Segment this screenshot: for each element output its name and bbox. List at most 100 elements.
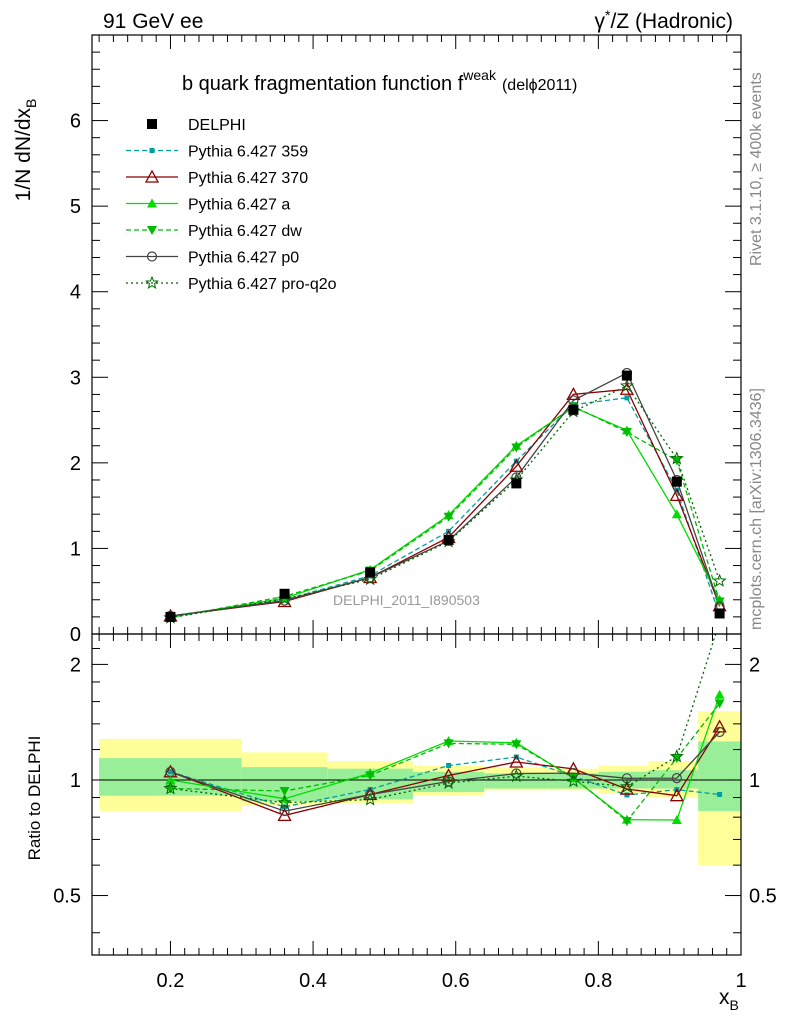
marker-shape bbox=[365, 567, 376, 578]
y-axis-label-sub: B bbox=[23, 99, 39, 108]
marker-shape bbox=[509, 768, 524, 783]
marker-shape bbox=[165, 774, 176, 784]
marker-shape bbox=[511, 740, 522, 750]
series-3-ratio-point bbox=[621, 817, 632, 827]
series-0-ratio-point bbox=[624, 792, 630, 798]
data-point bbox=[714, 608, 725, 619]
marker-shape bbox=[443, 739, 454, 749]
series-5-ratio-point bbox=[163, 781, 178, 795]
series-3-ratio-point bbox=[714, 699, 725, 709]
legend-marker bbox=[145, 275, 159, 290]
ratio-tick-label-right: 1 bbox=[749, 770, 760, 792]
marker-shape bbox=[279, 805, 290, 817]
watermark: DELPHI_2011_I890503 bbox=[333, 592, 480, 608]
chart-title-sup: weak bbox=[462, 67, 497, 83]
marker-shape bbox=[619, 378, 634, 392]
marker-shape bbox=[566, 773, 581, 788]
marker-shape bbox=[147, 226, 157, 235]
series-1-ratio-point bbox=[712, 719, 727, 733]
x-tick-label: 1 bbox=[735, 970, 746, 992]
marker-shape bbox=[566, 387, 581, 401]
marker-shape bbox=[163, 781, 178, 795]
y-tick-label: 3 bbox=[70, 367, 81, 389]
series-3-line bbox=[170, 405, 721, 619]
legend-entry: Pythia 6.427 a bbox=[126, 197, 290, 214]
x-tick-label: 0.4 bbox=[299, 970, 327, 992]
legend-entry: DELPHI bbox=[147, 117, 246, 134]
series-3-point bbox=[443, 512, 454, 522]
marker-shape bbox=[621, 370, 632, 381]
marker-shape bbox=[621, 428, 632, 438]
header-right-sup: * bbox=[605, 7, 611, 23]
marker-shape bbox=[147, 198, 157, 208]
data-point bbox=[279, 588, 290, 599]
marker-shape bbox=[511, 768, 522, 779]
series-1-ratio-line bbox=[170, 726, 721, 817]
marker-shape bbox=[669, 451, 684, 465]
header-left: 91 GeV ee bbox=[103, 10, 203, 33]
marker-shape bbox=[363, 792, 378, 806]
legend-marker bbox=[144, 169, 160, 183]
legend-marker bbox=[146, 251, 158, 262]
header-right-suffix: /Z (Hadronic) bbox=[610, 10, 733, 33]
series-1-line bbox=[170, 388, 721, 617]
series-4-ratio-point bbox=[165, 766, 176, 777]
legend-marker bbox=[149, 148, 155, 153]
ratio-tick-label-right: 2 bbox=[749, 654, 760, 676]
series-4-ratio-point bbox=[621, 773, 632, 784]
series-5-ratio-point bbox=[619, 779, 634, 793]
legend-label: Pythia 6.427 pro-q2o bbox=[188, 276, 337, 293]
marker-shape bbox=[624, 792, 630, 798]
legend-marker bbox=[147, 198, 157, 208]
ratio-y-axis-label: Ratio to DELPHI bbox=[25, 736, 44, 861]
marker-shape bbox=[619, 779, 634, 793]
data-point bbox=[671, 476, 682, 487]
series-0-ratio-point bbox=[717, 791, 723, 797]
marker-shape bbox=[145, 275, 159, 290]
legend: DELPHI Pythia 6.427 359 Pythia 6.427 370 Py… bbox=[126, 117, 337, 293]
legend-entry: Pythia 6.427 p0 bbox=[126, 250, 299, 267]
marker-shape bbox=[671, 815, 682, 825]
marker-shape bbox=[669, 488, 684, 502]
marker-shape bbox=[509, 754, 524, 768]
series-1-point bbox=[566, 387, 581, 401]
marker-shape bbox=[165, 766, 176, 777]
ratio-band-inner bbox=[648, 770, 699, 789]
marker-shape bbox=[671, 509, 682, 519]
marker-shape bbox=[712, 573, 727, 587]
ratio-band-layer bbox=[92, 711, 741, 866]
series-5-point bbox=[669, 451, 684, 465]
series-5-line bbox=[170, 384, 721, 619]
series-4-ratio-point bbox=[511, 768, 522, 779]
marker-shape bbox=[621, 817, 632, 827]
series-3-ratio-point bbox=[443, 739, 454, 749]
marker-shape bbox=[509, 458, 524, 472]
side-label-bottom: mcplots.cern.ch [arXiv:1306.3436] bbox=[748, 388, 765, 630]
marker-shape bbox=[167, 769, 173, 775]
marker-shape bbox=[511, 478, 522, 489]
series-2-ratio-point bbox=[671, 815, 682, 825]
marker-shape bbox=[443, 534, 454, 545]
marker-shape bbox=[568, 768, 579, 779]
series-1-point bbox=[509, 458, 524, 472]
marker-shape bbox=[568, 404, 579, 415]
series-4-ratio-point bbox=[279, 805, 290, 817]
data-point bbox=[165, 611, 176, 622]
legend-label: Pythia 6.427 370 bbox=[188, 170, 308, 187]
series-5-ratio-point bbox=[509, 768, 524, 783]
legend-entry: Pythia 6.427 359 bbox=[126, 144, 308, 161]
series-0-ratio-point bbox=[446, 762, 452, 768]
marker-shape bbox=[279, 588, 290, 599]
ratio-tick-label: 2 bbox=[70, 654, 81, 676]
chart-title-main: b quark fragmentation function f bbox=[182, 73, 464, 95]
y-tick-label: 4 bbox=[70, 282, 81, 304]
series-3-point bbox=[511, 443, 522, 453]
data-point bbox=[568, 404, 579, 415]
series-3-point bbox=[621, 428, 632, 438]
series-1-ratio-point bbox=[509, 754, 524, 768]
series-5-ratio-point bbox=[363, 792, 378, 806]
frames-layer bbox=[91, 34, 742, 956]
legend-label: Pythia 6.427 dw bbox=[188, 223, 302, 240]
ratio-tick-label: 1 bbox=[70, 770, 81, 792]
legend-marker bbox=[147, 226, 157, 235]
